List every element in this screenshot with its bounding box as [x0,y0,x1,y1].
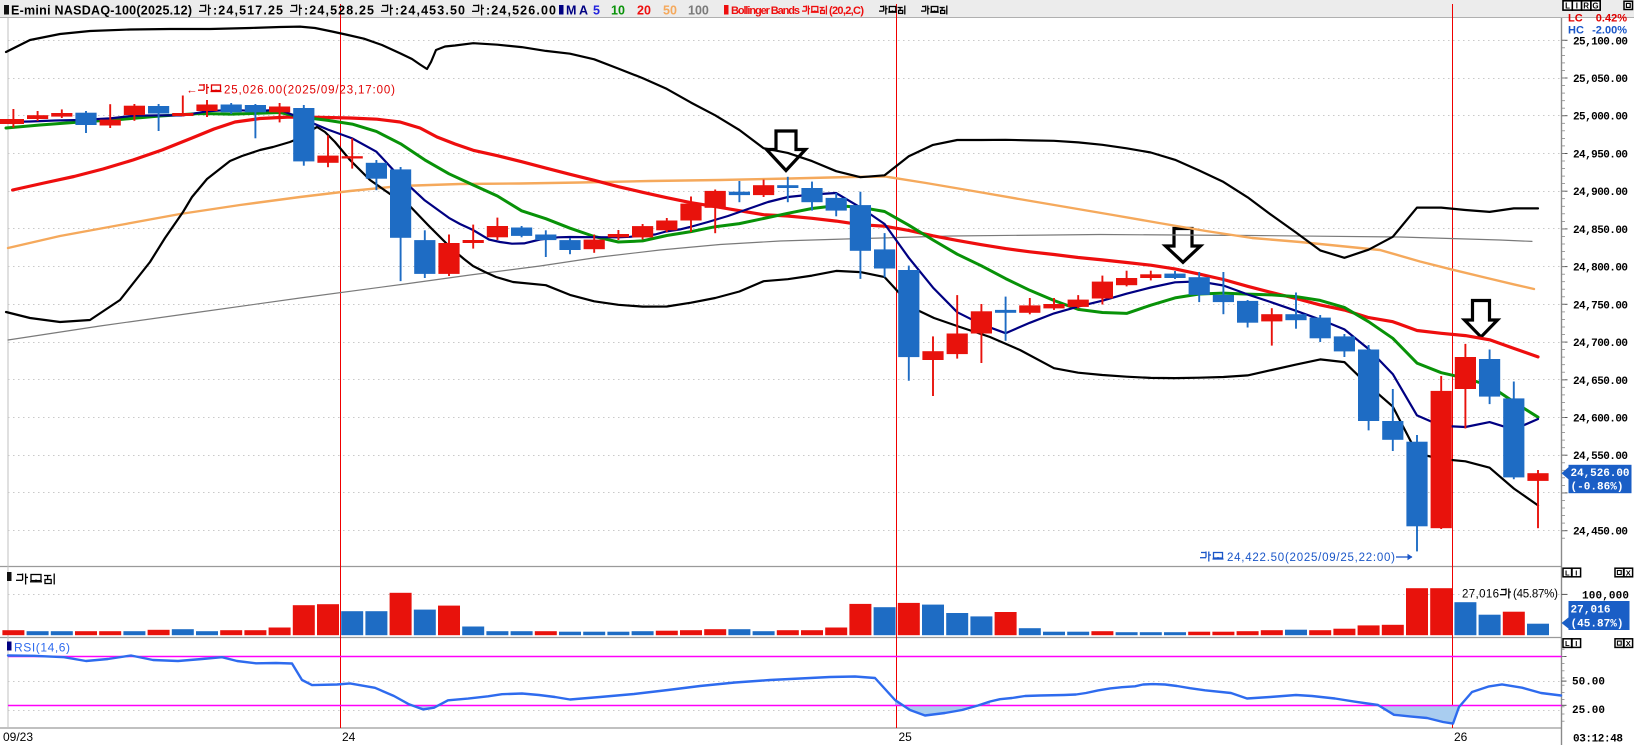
svg-text:R: R [1583,2,1589,11]
svg-text:RSI(14,6): RSI(14,6) [14,641,70,655]
svg-text:-2.00%: -2.00% [1592,25,1627,37]
svg-text:(45.87%): (45.87%) [1513,589,1558,601]
svg-text:24,650.00: 24,650.00 [1573,376,1628,388]
svg-text:24,950.00: 24,950.00 [1573,150,1628,162]
svg-text:L: L [1565,568,1570,577]
svg-text:(45.87%): (45.87%) [1571,619,1624,631]
svg-text:25,000.00: 25,000.00 [1573,112,1628,124]
svg-text:24,450.00: 24,450.00 [1573,527,1628,539]
svg-text:X: X [1626,568,1631,577]
svg-text:25.00: 25.00 [1572,705,1605,717]
svg-text:I: I [1576,2,1578,11]
svg-text:L: L [1565,639,1570,648]
svg-text::24,453.50: :24,453.50 [395,4,465,18]
svg-text:5: 5 [593,4,600,18]
svg-text:(20,2,C): (20,2,C) [829,5,864,17]
svg-text:24,850.00: 24,850.00 [1573,225,1628,237]
svg-text:25: 25 [899,730,913,744]
svg-text:03:12:48: 03:12:48 [1573,734,1623,746]
svg-text:24,526.00: 24,526.00 [1571,468,1630,480]
svg-text:20: 20 [637,4,651,18]
svg-text:24: 24 [342,730,356,744]
svg-text:24,700.00: 24,700.00 [1573,338,1628,350]
svg-text::24,528.25: :24,528.25 [304,4,374,18]
svg-text:25,050.00: 25,050.00 [1573,74,1628,86]
svg-text:25,100.00: 25,100.00 [1573,36,1628,48]
svg-text:100: 100 [688,4,709,18]
svg-text:25,026.00(2025/09/23,17:00): 25,026.00(2025/09/23,17:00) [224,85,395,97]
svg-text:24,550.00: 24,550.00 [1573,451,1628,463]
svg-text:24,600.00: 24,600.00 [1573,414,1628,426]
svg-text:G: G [1592,2,1598,11]
svg-text:24,422.50(2025/09/25,22:00): 24,422.50(2025/09/25,22:00) [1227,552,1395,564]
svg-text:LC: LC [1568,13,1583,25]
svg-text:L: L [1565,2,1570,11]
svg-text:09/23: 09/23 [3,730,33,744]
svg-text:←: ← [186,85,198,97]
svg-text:100,000: 100,000 [1582,591,1629,603]
svg-text:I: I [1575,639,1577,648]
svg-text:24,800.00: 24,800.00 [1573,263,1628,275]
svg-text:X: X [1626,639,1631,648]
svg-text:50.00: 50.00 [1572,677,1605,689]
svg-text:HC: HC [1568,25,1584,37]
svg-text:E-mini NASDAQ-100(2025.12): E-mini NASDAQ-100(2025.12) [11,4,192,18]
svg-text:(-0.86%): (-0.86%) [1571,482,1624,494]
svg-text:10: 10 [611,4,625,18]
svg-text:24,900.00: 24,900.00 [1573,187,1628,199]
svg-text:Bollinger Bands: Bollinger Bands [731,5,800,17]
svg-text:27,016: 27,016 [1462,589,1499,601]
svg-text::24,517.25: :24,517.25 [213,4,283,18]
svg-text:I: I [1575,568,1577,577]
svg-text:27,016: 27,016 [1571,605,1611,617]
svg-text:0.42%: 0.42% [1596,13,1627,25]
svg-text::24,526.00: :24,526.00 [486,4,556,18]
svg-text:26: 26 [1454,730,1468,744]
svg-text:50: 50 [663,4,677,18]
svg-text:24,750.00: 24,750.00 [1573,300,1628,312]
